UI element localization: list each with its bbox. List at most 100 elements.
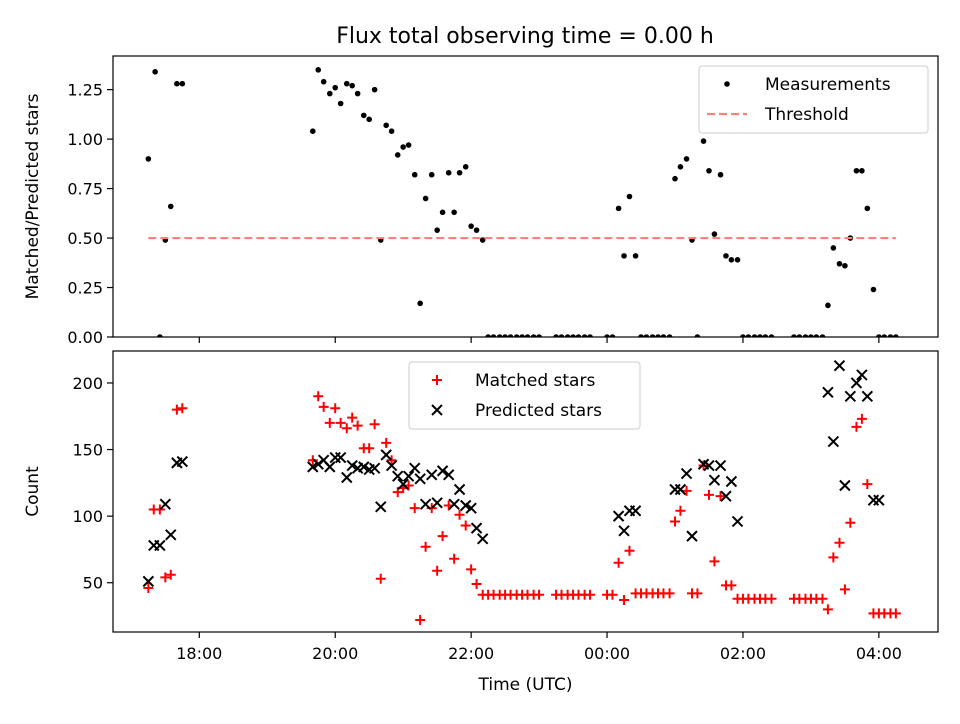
measurements-point <box>836 260 843 267</box>
legend-box <box>698 65 929 134</box>
matched-stars-point <box>154 504 165 515</box>
matched-stars-point <box>330 403 341 414</box>
measurements-point <box>371 86 378 93</box>
measurements-point <box>745 334 752 337</box>
predicted-stars-point <box>827 435 840 448</box>
matched-stars-point <box>890 608 901 619</box>
predicted-stars-point <box>850 377 863 389</box>
matched-stars-point <box>392 487 403 498</box>
matched-stars-point <box>692 588 703 599</box>
measurements-point <box>802 334 809 337</box>
predicted-stars-point <box>436 465 449 477</box>
measurements-point <box>632 253 639 259</box>
predicted-stars-point <box>409 462 421 474</box>
predicted-stars-point <box>833 359 846 372</box>
measurements-point <box>581 334 588 337</box>
legend-label: Measurements <box>765 75 891 95</box>
matched-stars-point <box>856 413 867 424</box>
predicted-stars-point <box>443 469 455 481</box>
matched-stars-point <box>709 556 720 567</box>
predicted-stars-point <box>397 478 409 490</box>
matched-stars-point <box>460 520 471 531</box>
measurements-point <box>575 334 582 337</box>
matched-stars-point <box>165 569 176 580</box>
x-tick-label: 00:00 <box>584 644 630 663</box>
legend-label: Predicted stars <box>475 401 602 421</box>
predicted-stars-point <box>856 369 868 381</box>
matched-stars-point <box>352 420 363 431</box>
measurements-point <box>553 334 559 337</box>
matched-stars-point <box>324 417 335 428</box>
measurements-point <box>791 334 797 337</box>
measurements-point <box>711 231 718 237</box>
matched-stars-point <box>845 517 856 528</box>
measurements-point <box>349 82 356 89</box>
measurements-point <box>626 193 633 200</box>
predicted-stars-point <box>618 525 630 537</box>
matched-stars-point <box>828 552 839 563</box>
measurements-point <box>451 209 457 216</box>
predicted-stars-point <box>629 505 642 517</box>
matched-stars-point <box>619 595 630 606</box>
measurements-point <box>638 334 644 337</box>
panel-bottom: 50 100 150 200 18:00 20:00 22:00 00:00 02:00 04:0… <box>23 350 939 695</box>
matched-stars-point <box>664 588 675 599</box>
y-axis-label: Matched/Predicted stars <box>23 93 43 299</box>
matched-stars-point <box>437 531 448 542</box>
measurements-point <box>519 334 525 337</box>
predicted-stars-point <box>674 483 687 496</box>
matched-stars-point <box>534 589 545 600</box>
measurements-point <box>881 334 888 337</box>
y-tick-label: 0.00 <box>67 328 103 347</box>
measurements-point <box>157 334 163 337</box>
measurements-point <box>893 334 899 337</box>
measurements-point <box>434 227 440 233</box>
matched-stars-point <box>409 503 420 514</box>
matched-stars-point <box>160 572 171 583</box>
measurements-point <box>360 112 367 119</box>
predicted-stars-point <box>375 501 387 513</box>
y-tick-label: 0.25 <box>67 279 103 298</box>
predicted-stars-point <box>159 498 172 510</box>
predicted-stars-point <box>714 459 727 472</box>
measurements-point <box>394 152 401 158</box>
measurements-point <box>864 205 871 212</box>
predicted-stars-point <box>731 515 744 528</box>
matched-stars-point <box>822 604 833 615</box>
measurements-point <box>428 171 435 178</box>
measurements-point <box>445 169 452 176</box>
measurements-point <box>751 334 758 337</box>
axes-frame <box>112 55 939 338</box>
measurements-point <box>757 334 763 337</box>
matched-stars-point <box>449 553 460 564</box>
measurements-point <box>462 164 469 170</box>
measurements-point <box>479 237 486 243</box>
measurements-point <box>700 138 707 144</box>
measurements-point <box>468 223 474 229</box>
legend-label: Threshold <box>764 105 849 125</box>
measurements-point <box>152 69 158 75</box>
measurements-point <box>768 334 775 337</box>
matched-stars-point <box>471 579 482 590</box>
predicted-stars-point <box>822 386 834 398</box>
measurements-point <box>326 90 333 97</box>
measurements-point <box>683 156 690 162</box>
measurements-point <box>564 334 571 337</box>
predicted-stars-point <box>402 470 415 482</box>
predicted-stars-point <box>392 470 404 482</box>
measurements-point <box>615 205 622 212</box>
predicted-stars-point <box>612 510 625 522</box>
y-tick-label: 50 <box>83 574 103 593</box>
predicted-stars-point <box>459 499 472 512</box>
measurements-point <box>354 90 361 97</box>
predicted-stars-point <box>358 461 370 473</box>
matched-stars-point <box>420 541 431 552</box>
measurements-point <box>728 257 735 263</box>
matched-stars-point <box>171 404 182 415</box>
x-tick-label: 22:00 <box>448 644 494 663</box>
measurements-point <box>439 209 446 216</box>
predicted-stars-point <box>839 479 851 492</box>
measurements-point <box>558 334 565 337</box>
matched-stars-point <box>177 403 188 414</box>
